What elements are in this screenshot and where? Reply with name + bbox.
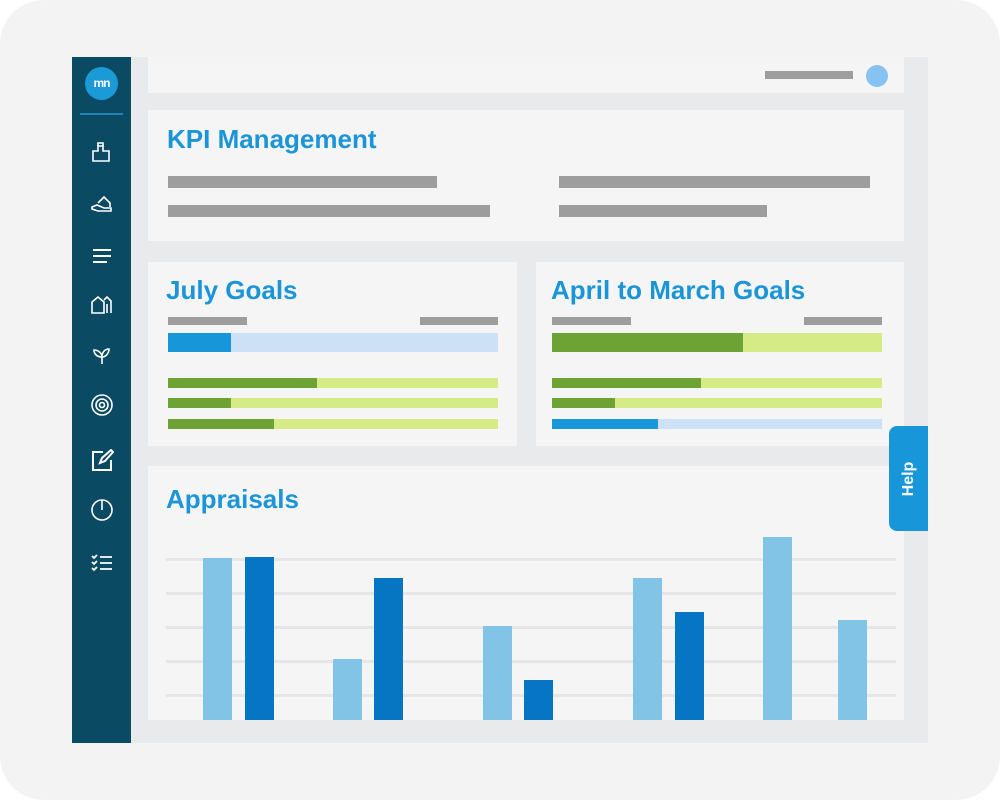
progress-fill — [168, 398, 231, 408]
puzzle-icon[interactable] — [89, 139, 115, 165]
bar-dark — [374, 578, 403, 720]
july-goal-progress — [168, 398, 498, 408]
bar-dark — [524, 680, 553, 720]
progress-fill — [552, 398, 615, 408]
progress-fill — [552, 333, 744, 352]
avatar[interactable] — [866, 65, 888, 87]
kpi-card: KPI Management — [148, 110, 904, 241]
page-title: KPI Management — [167, 124, 377, 154]
top-bar — [148, 57, 904, 93]
bar-dark — [245, 557, 274, 720]
text-placeholder — [168, 176, 437, 188]
label-placeholder — [804, 317, 882, 325]
april-goal-progress — [552, 398, 882, 408]
bar-light — [203, 558, 232, 720]
menu-lines-icon[interactable] — [89, 243, 115, 269]
sidebar: mn — [72, 57, 131, 743]
bar-light — [483, 626, 512, 720]
appraisals-title: Appraisals — [166, 484, 299, 514]
label-placeholder — [168, 317, 247, 325]
label-placeholder — [420, 317, 498, 325]
bar-light — [838, 620, 867, 720]
progress-fill — [168, 378, 317, 388]
text-placeholder — [559, 176, 870, 188]
july-primary-progress — [168, 333, 498, 352]
july-goal-progress — [168, 419, 498, 429]
text-placeholder — [559, 205, 767, 217]
hand-house-icon[interactable] — [89, 191, 115, 217]
july-goal-progress — [168, 378, 498, 388]
bar-light — [633, 578, 662, 720]
brand-logo[interactable]: mn — [85, 67, 118, 100]
progress-fill — [168, 333, 231, 352]
gridline — [166, 626, 896, 629]
gridline — [166, 660, 896, 663]
buildings-icon[interactable] — [89, 291, 115, 317]
power-icon[interactable] — [89, 497, 115, 523]
april-goals-title: April to March Goals — [551, 275, 806, 305]
appraisals-card: Appraisals — [148, 466, 904, 720]
april-goal-progress — [552, 378, 882, 388]
april-goals-card: April to March Goals — [536, 262, 904, 446]
july-goals-title: July Goals — [166, 275, 298, 305]
july-goals-card: July Goals — [148, 262, 517, 446]
progress-fill — [552, 378, 701, 388]
checklist-icon[interactable] — [89, 549, 115, 575]
progress-fill — [168, 419, 274, 429]
text-placeholder — [168, 205, 490, 217]
bar-light — [763, 537, 792, 720]
target-icon[interactable] — [89, 392, 115, 418]
gridline — [166, 592, 896, 595]
sprout-icon[interactable] — [89, 342, 115, 368]
progress-fill — [552, 419, 658, 429]
app-window: mn — [72, 57, 928, 743]
edit-icon[interactable] — [89, 448, 115, 474]
gridline — [166, 558, 896, 561]
username-placeholder — [765, 71, 853, 79]
sidebar-divider — [80, 113, 123, 115]
april-goal-progress-blue — [552, 419, 882, 429]
april-primary-progress — [552, 333, 882, 352]
help-label: Help — [899, 461, 917, 496]
bar-dark — [675, 612, 704, 720]
help-tab[interactable]: Help — [889, 426, 928, 531]
bar-light — [333, 659, 362, 720]
label-placeholder — [552, 317, 631, 325]
